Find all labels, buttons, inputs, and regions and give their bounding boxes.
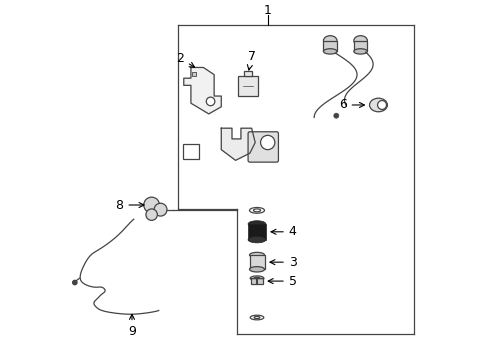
Ellipse shape xyxy=(254,316,259,319)
Ellipse shape xyxy=(369,98,386,112)
Bar xyxy=(244,71,251,76)
Bar xyxy=(192,72,196,76)
FancyBboxPatch shape xyxy=(247,132,278,162)
Text: 6: 6 xyxy=(338,99,364,112)
Text: 9: 9 xyxy=(128,314,136,338)
Circle shape xyxy=(206,97,214,106)
Text: 1: 1 xyxy=(263,4,271,17)
Text: 8: 8 xyxy=(115,198,144,212)
Circle shape xyxy=(73,280,77,285)
Ellipse shape xyxy=(353,49,366,54)
Ellipse shape xyxy=(323,49,336,54)
Ellipse shape xyxy=(253,209,260,212)
Ellipse shape xyxy=(254,277,259,279)
Text: 4: 4 xyxy=(270,225,296,238)
Ellipse shape xyxy=(247,237,265,243)
Ellipse shape xyxy=(247,221,265,227)
Ellipse shape xyxy=(249,252,264,258)
Ellipse shape xyxy=(323,36,336,46)
Circle shape xyxy=(145,209,157,220)
Ellipse shape xyxy=(250,276,263,280)
Text: 5: 5 xyxy=(267,275,296,288)
Ellipse shape xyxy=(353,36,366,46)
Polygon shape xyxy=(221,128,255,160)
Bar xyxy=(238,76,258,96)
Text: 2: 2 xyxy=(176,52,194,67)
Text: 3: 3 xyxy=(269,256,296,269)
Text: 7: 7 xyxy=(247,50,255,70)
Circle shape xyxy=(333,113,338,118)
Circle shape xyxy=(260,135,274,150)
Polygon shape xyxy=(183,67,221,114)
Bar xyxy=(247,224,265,240)
Ellipse shape xyxy=(249,207,264,213)
Bar xyxy=(353,41,366,51)
Bar xyxy=(183,144,199,158)
Circle shape xyxy=(143,197,159,213)
Ellipse shape xyxy=(377,100,386,109)
Bar xyxy=(250,278,263,284)
Ellipse shape xyxy=(250,315,263,320)
Circle shape xyxy=(154,203,166,216)
Ellipse shape xyxy=(249,267,264,272)
Bar xyxy=(249,255,264,269)
Bar xyxy=(323,41,336,51)
